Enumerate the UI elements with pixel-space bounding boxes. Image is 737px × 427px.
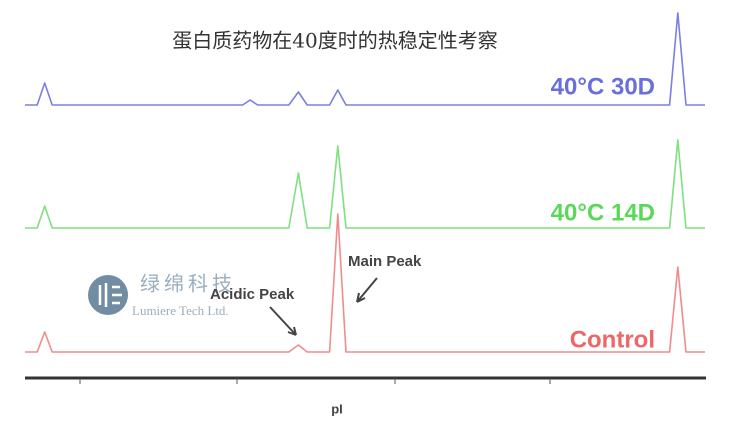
axis-ticks [79, 378, 551, 384]
annotation: Acidic Peak [210, 286, 295, 303]
trace [25, 213, 705, 353]
series-label: Control [570, 326, 655, 353]
watermark-logo [88, 275, 128, 315]
series-label: 40°C 14D [551, 199, 655, 226]
watermark-logo-mark [98, 283, 122, 307]
trace [25, 12, 705, 106]
watermark-name: 绿绵科技 [140, 272, 236, 296]
watermark-subtitle: Lumiere Tech Ltd. [132, 303, 229, 318]
arrow [356, 277, 378, 303]
annotation-arrows [269, 277, 378, 336]
series-label: 40°C 30D [551, 73, 655, 100]
arrow [269, 306, 297, 336]
x-axis-label: pI [331, 401, 343, 416]
trace [25, 139, 705, 229]
watermark: 绿绵科技 Lumiere Tech Ltd. [88, 272, 236, 318]
chart-title: 蛋白质药物在40度时的热稳定性考察 [172, 29, 497, 53]
annotation: Main Peak [348, 253, 422, 270]
